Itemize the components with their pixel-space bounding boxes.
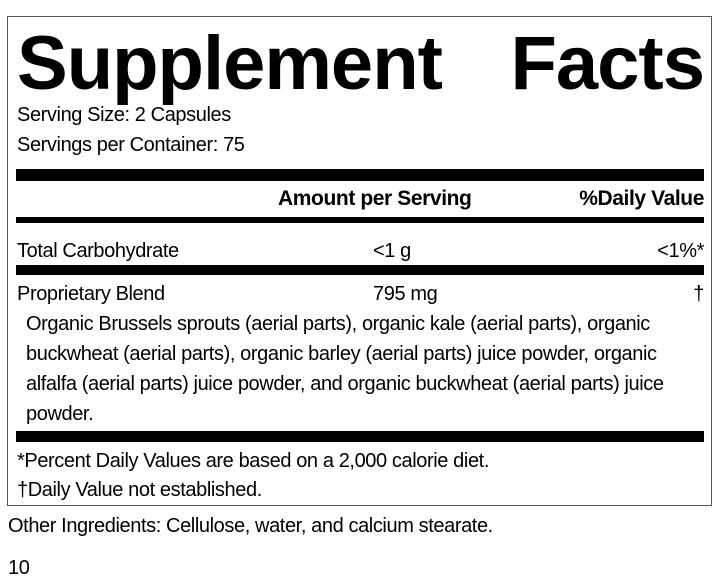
- header-amount: Amount per Serving: [278, 187, 472, 210]
- thick-divider: [16, 431, 704, 442]
- footnote-percent-daily: *Percent Daily Values are based on a 2,0…: [17, 450, 489, 472]
- nutrient-daily-value: <1%*: [657, 240, 704, 262]
- divider: [16, 217, 704, 223]
- footnote-dagger: †Daily Value not established.: [17, 479, 262, 501]
- other-ingredients: Other Ingredients: Cellulose, water, and…: [8, 515, 493, 537]
- serving-size: Serving Size: 2 Capsules: [17, 104, 231, 126]
- panel-title: Supplement Facts: [17, 21, 705, 106]
- thick-divider: [16, 169, 704, 181]
- blend-ingredients-line: Organic Brussels sprouts (aerial parts),…: [26, 313, 650, 335]
- blend-ingredients-line: powder.: [26, 403, 94, 425]
- title-word-supplement: Supplement: [17, 21, 443, 106]
- supplement-facts-panel: Supplement Facts Serving Size: 2 Capsule…: [7, 16, 712, 506]
- blend-ingredients-line: alfalfa (aerial parts) juice powder, and…: [26, 373, 664, 395]
- divider: [16, 265, 704, 275]
- nutrient-amount: <1 g: [373, 240, 411, 262]
- servings-per-container: Servings per Container: 75: [17, 134, 245, 156]
- nutrient-name: Total Carbohydrate: [17, 240, 179, 262]
- header-daily-value: %Daily Value: [579, 187, 704, 210]
- nutrient-daily-value: †: [693, 283, 704, 305]
- page-number: 10: [8, 557, 30, 579]
- nutrient-amount: 795 mg: [373, 283, 438, 305]
- nutrient-name: Proprietary Blend: [17, 283, 165, 305]
- blend-ingredients-line: buckwheat (aerial parts), organic barley…: [26, 343, 657, 365]
- title-word-facts: Facts: [510, 21, 705, 106]
